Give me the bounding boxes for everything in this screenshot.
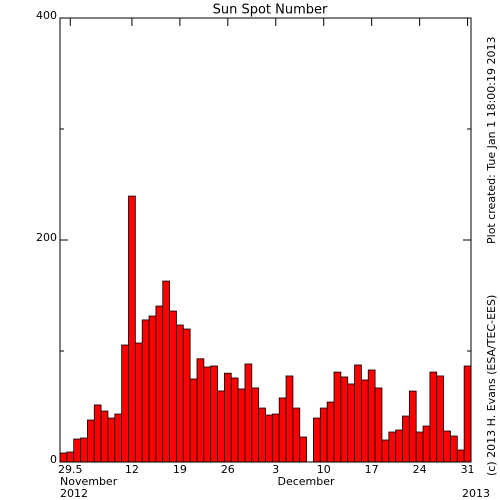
bar bbox=[443, 430, 451, 463]
bar bbox=[189, 378, 198, 463]
x-tick-label: 24 bbox=[413, 463, 427, 476]
bar bbox=[121, 344, 129, 463]
bar bbox=[251, 387, 260, 463]
x-sublabel: November bbox=[60, 475, 118, 488]
bar bbox=[134, 342, 143, 463]
bar bbox=[203, 366, 212, 463]
bar bbox=[80, 437, 88, 463]
bar bbox=[292, 407, 301, 463]
bar bbox=[278, 397, 287, 463]
x-tick-label: 29.5 bbox=[58, 463, 83, 476]
bar bbox=[271, 413, 280, 463]
bar bbox=[66, 451, 75, 463]
bar bbox=[100, 410, 109, 463]
bar bbox=[244, 363, 253, 463]
bar bbox=[354, 364, 362, 463]
bar bbox=[155, 305, 164, 463]
bar bbox=[360, 379, 369, 463]
bar bbox=[319, 407, 328, 463]
x-tick-label: 19 bbox=[173, 463, 187, 476]
bar bbox=[148, 315, 157, 463]
bar bbox=[313, 417, 321, 463]
y-tick-label: 400 bbox=[36, 9, 57, 22]
bar bbox=[422, 425, 431, 463]
bar bbox=[73, 438, 81, 463]
bar bbox=[128, 195, 136, 463]
bar bbox=[436, 375, 444, 463]
bar bbox=[93, 404, 102, 463]
bar bbox=[162, 280, 170, 463]
bar bbox=[230, 377, 239, 463]
plot-frame bbox=[59, 17, 472, 463]
bar bbox=[114, 413, 123, 463]
bar bbox=[223, 372, 232, 463]
bar bbox=[196, 358, 205, 463]
x-sublabel: 2013 bbox=[462, 487, 490, 500]
x-sublabel: 2012 bbox=[60, 487, 88, 500]
chart-title: Sun Spot Number bbox=[213, 3, 328, 18]
bar bbox=[176, 324, 184, 463]
bar bbox=[210, 365, 218, 463]
bar bbox=[299, 436, 307, 463]
x-tick-label: 3 bbox=[272, 463, 279, 476]
bar bbox=[429, 371, 438, 463]
x-tick-label: 12 bbox=[125, 463, 139, 476]
x-tick-label: 31 bbox=[461, 463, 475, 476]
bar bbox=[285, 375, 294, 463]
bar bbox=[463, 365, 472, 463]
bar bbox=[182, 328, 191, 463]
bar bbox=[340, 376, 349, 463]
bar bbox=[408, 390, 417, 463]
credit: (c) 2013 H. Evans (ESA/TEC-EES) bbox=[485, 295, 498, 476]
y-tick-label: 0 bbox=[50, 453, 57, 466]
credit: Plot created: Tue Jan 1 18:00:19 2013 bbox=[485, 37, 498, 244]
bar bbox=[87, 419, 95, 463]
bar bbox=[169, 310, 177, 463]
bar bbox=[237, 388, 246, 463]
bar bbox=[450, 435, 458, 463]
bar bbox=[388, 431, 397, 463]
bar bbox=[347, 383, 355, 463]
bar bbox=[265, 414, 273, 463]
bar bbox=[217, 390, 225, 463]
bar bbox=[326, 401, 335, 463]
bar bbox=[456, 449, 465, 463]
y-tick-label: 200 bbox=[36, 231, 57, 244]
bar bbox=[333, 371, 342, 463]
bar bbox=[381, 439, 390, 463]
bar bbox=[374, 387, 383, 463]
x-tick-label: 26 bbox=[221, 463, 235, 476]
x-tick-label: 17 bbox=[365, 463, 379, 476]
bar bbox=[395, 429, 403, 463]
bar bbox=[258, 407, 266, 463]
bar bbox=[402, 415, 410, 463]
x-sublabel: December bbox=[277, 475, 335, 488]
bar bbox=[141, 319, 150, 463]
x-tick-label: 10 bbox=[317, 463, 331, 476]
bar bbox=[59, 452, 68, 463]
bar bbox=[367, 369, 376, 463]
bar bbox=[415, 431, 424, 463]
bar bbox=[107, 417, 116, 463]
